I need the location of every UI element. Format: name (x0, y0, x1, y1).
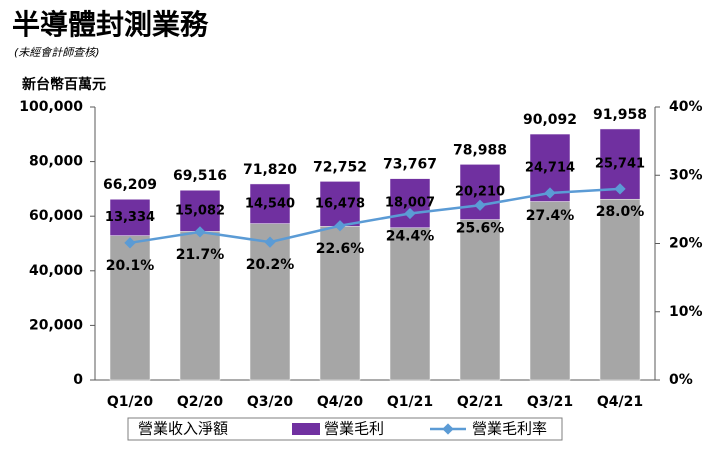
value-label: 16,478 (315, 196, 365, 211)
y-tick-label: 40,000 (29, 263, 83, 279)
legend-swatch (292, 423, 320, 435)
value-label: 21.7% (176, 247, 225, 263)
value-label: 27.4% (526, 208, 575, 224)
y-tick-label: 20,000 (29, 317, 83, 333)
y-axis-label: 新台幣百萬元 (22, 76, 106, 93)
value-label: 73,767 (383, 157, 437, 173)
y-tick-label: 80,000 (29, 154, 83, 170)
value-label: 91,958 (593, 107, 647, 123)
y-tick-label: 100,000 (19, 99, 83, 115)
chart-subtitle: (未經會計師查核) (14, 46, 100, 59)
legend-box (127, 417, 563, 441)
value-label: 71,820 (243, 162, 297, 178)
value-label: 24,714 (525, 160, 575, 175)
marker (264, 236, 276, 248)
value-label: 20.2% (246, 257, 295, 273)
y2-tick-label: 40% (669, 99, 703, 115)
x-tick-label: Q4/20 (317, 394, 363, 410)
y-tick-label: 0 (73, 372, 83, 388)
value-label: 20.1% (106, 258, 155, 274)
value-label: 69,516 (173, 168, 227, 184)
x-tick-label: Q4/21 (597, 394, 643, 410)
value-label: 20,210 (455, 184, 505, 199)
value-label: 25.6% (456, 220, 505, 236)
bar-segment (319, 181, 361, 227)
x-tick-label: Q1/20 (107, 394, 153, 410)
y-tick-label: 60,000 (29, 208, 83, 224)
value-label: 28.0% (596, 204, 645, 220)
value-label: 25,741 (595, 157, 645, 172)
y2-tick-label: 10% (669, 304, 703, 320)
y2-tick-label: 0% (669, 372, 693, 388)
legend-label: 營業收入淨額 (138, 420, 228, 438)
bar-segment (109, 198, 151, 236)
legend-label: 營業毛利率 (472, 420, 547, 438)
value-label: 14,540 (245, 196, 295, 211)
marker (614, 183, 626, 195)
value-label: 72,752 (313, 159, 367, 175)
value-label: 18,007 (385, 196, 435, 211)
value-label: 24.4% (386, 228, 435, 244)
marker (544, 187, 556, 199)
value-label: 66,209 (103, 177, 157, 193)
marker (404, 207, 416, 220)
value-label: 15,082 (175, 203, 225, 218)
y2-tick-label: 20% (669, 236, 703, 252)
x-tick-label: Q1/21 (387, 394, 433, 410)
value-label: 22.6% (316, 241, 365, 257)
x-tick-label: Q2/21 (457, 394, 503, 410)
bar-segment (249, 183, 291, 224)
marker (194, 226, 206, 238)
bar-segment (179, 189, 221, 232)
line (129, 187, 621, 245)
bar-segment (389, 178, 431, 229)
chart-title: 半導體封測業務 (12, 8, 209, 41)
value-label: 90,092 (523, 112, 577, 128)
marker (474, 199, 486, 211)
marker (334, 220, 346, 232)
value-label: 13,334 (105, 210, 155, 225)
legend-label: 營業毛利 (324, 420, 384, 438)
x-tick-label: Q2/20 (177, 394, 223, 410)
x-tick-label: Q3/21 (527, 394, 573, 410)
y2-tick-label: 30% (669, 167, 703, 183)
legend-swatch (442, 423, 454, 435)
x-tick-label: Q3/20 (247, 394, 293, 410)
value-label: 78,988 (453, 142, 507, 158)
